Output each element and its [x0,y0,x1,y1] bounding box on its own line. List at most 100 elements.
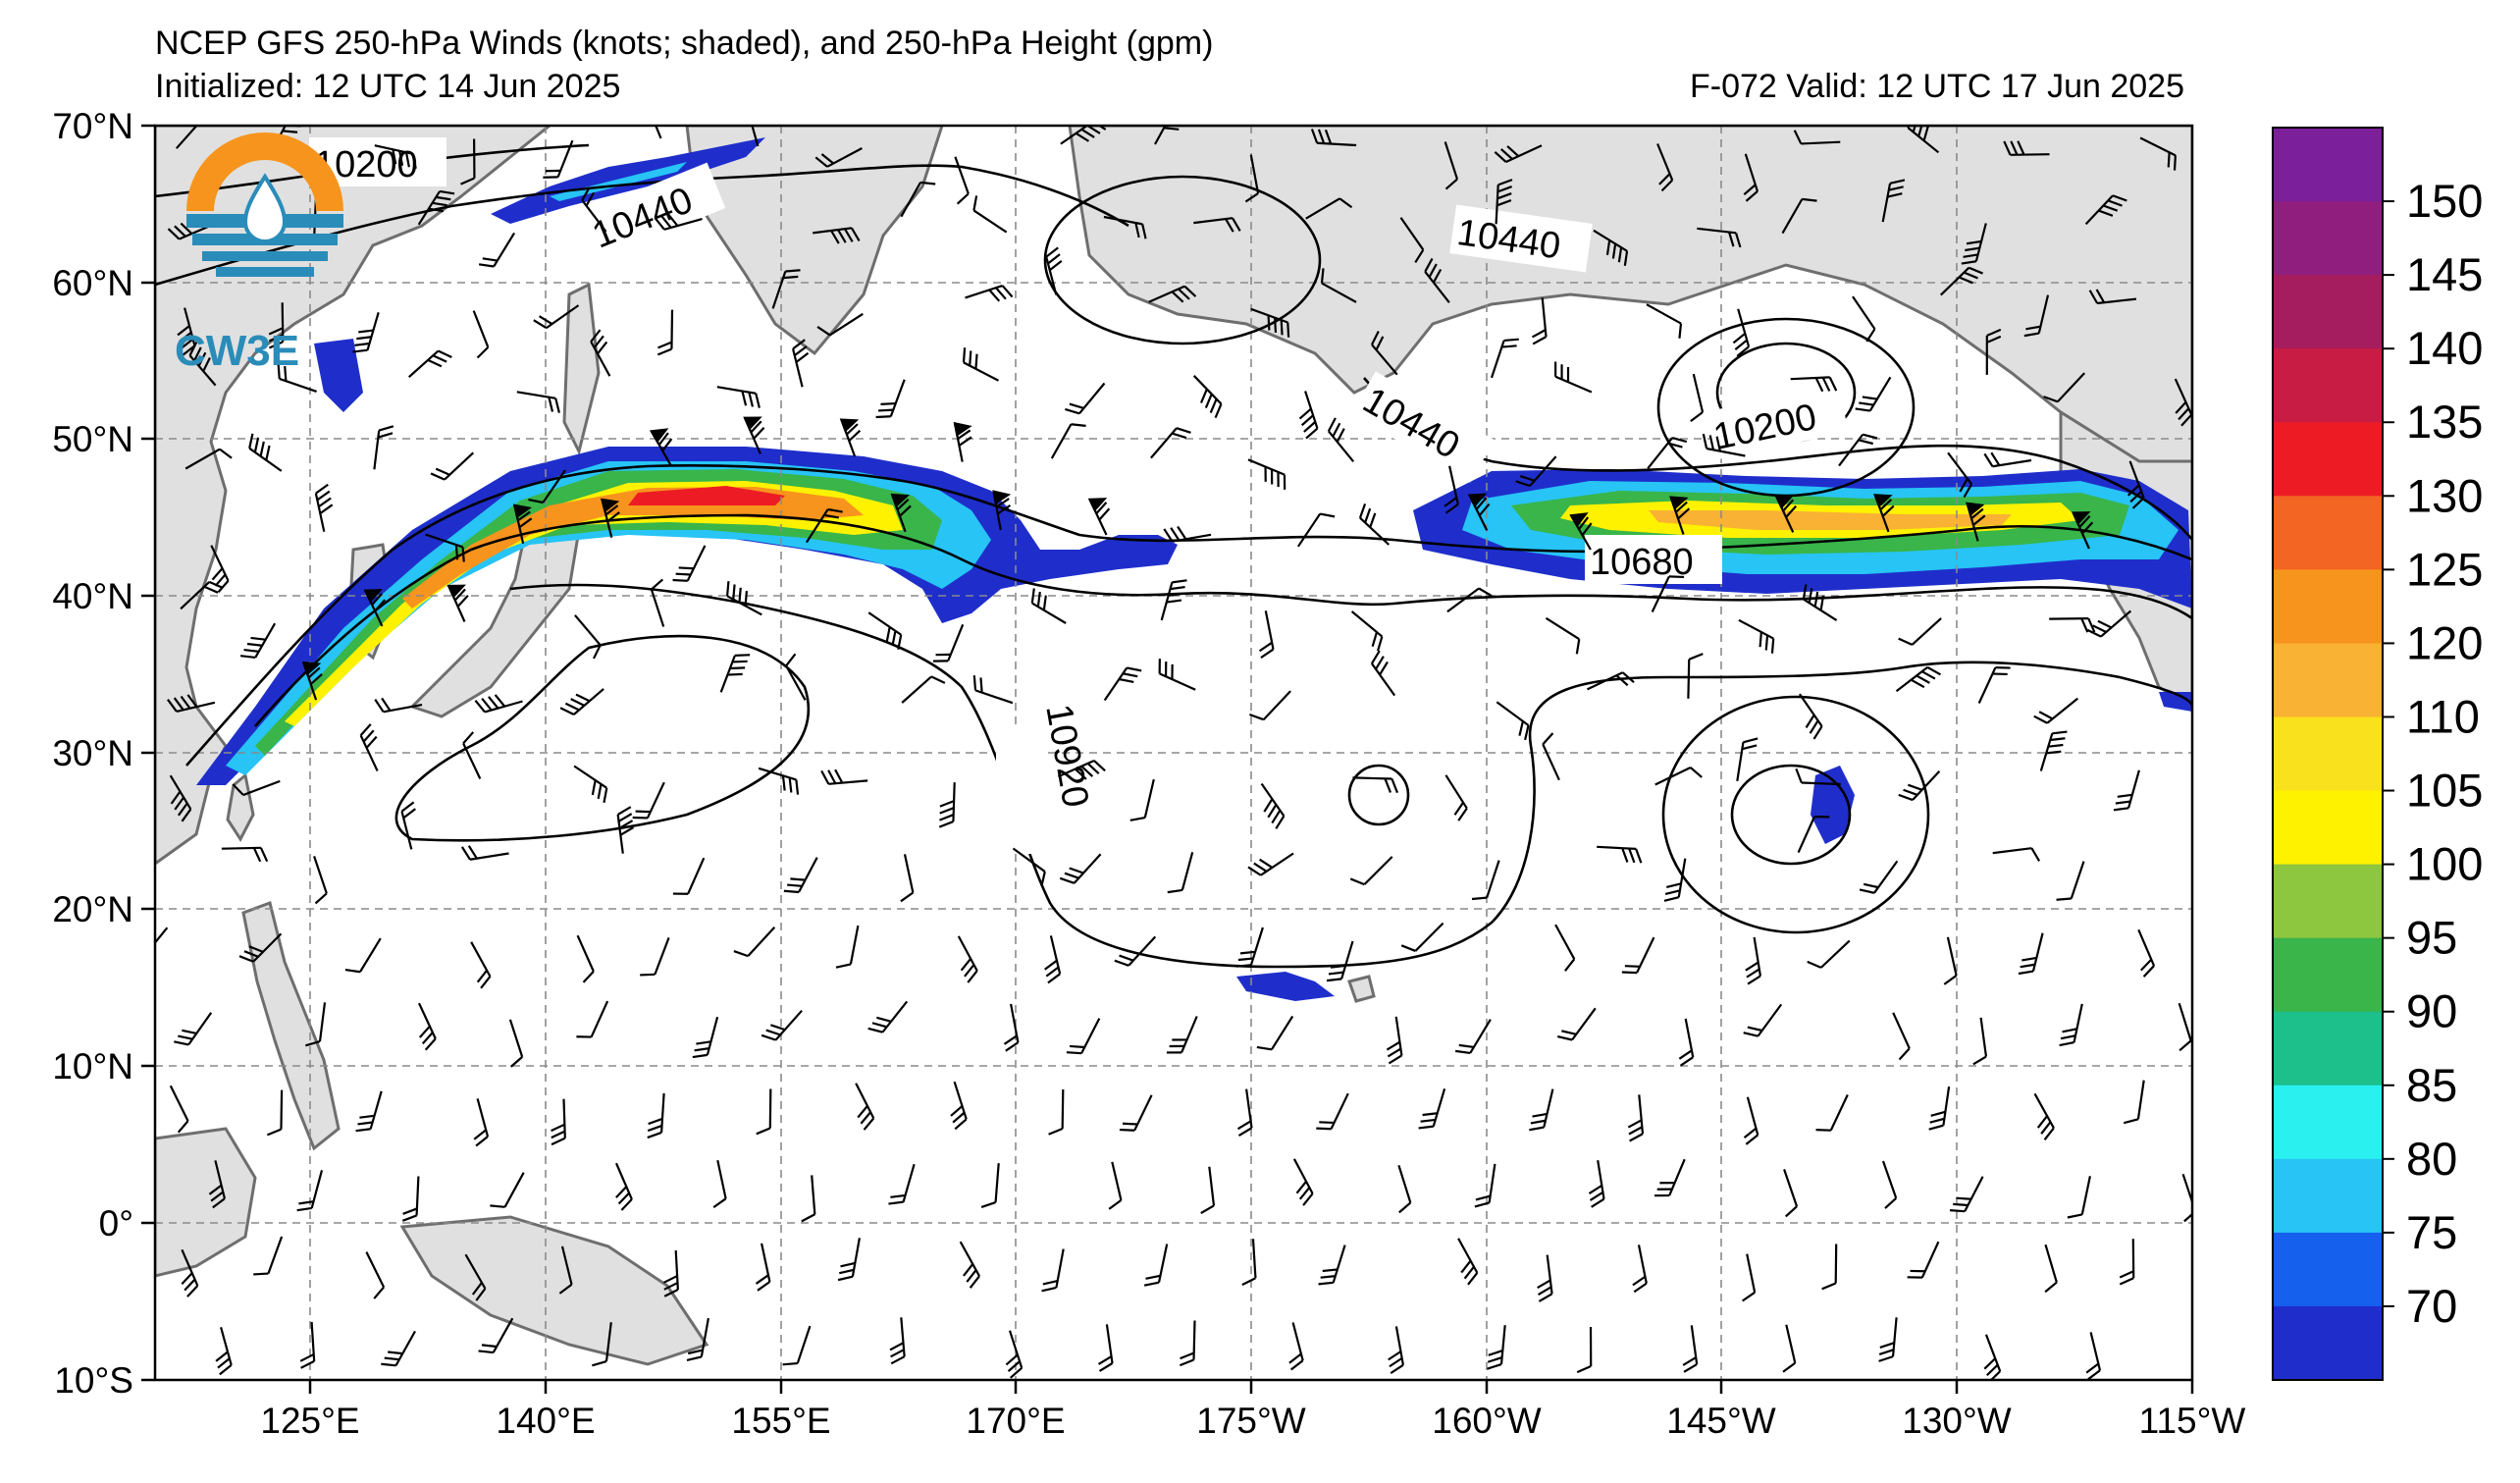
wind-barb [430,451,475,481]
wind-barb [305,1002,327,1047]
wind-barb [2056,861,2085,901]
y-tick-label: 10°S [54,1360,133,1401]
wind-barb [957,935,978,983]
wind-barb [381,1330,416,1367]
wind-barb [2181,1173,2192,1223]
wind-barb [1444,774,1468,821]
wind-barb [446,584,469,622]
wind-barb [1542,732,1560,781]
wind-barb [1097,1324,1114,1372]
wind-barb [1349,856,1393,886]
wind-barb [813,227,861,244]
wind-barb [1292,1158,1314,1206]
wind-barb [1859,860,1899,894]
wind-barb [1258,610,1275,660]
wind-barb [1012,847,1046,887]
wind-barb [1241,1239,1257,1287]
wind-barb [867,611,903,650]
colorbar-segment [2273,201,2383,276]
wind-barb [1160,579,1187,621]
wind-barb [184,448,233,470]
wind-barb [1928,1086,1951,1131]
wind-barb [1881,179,1906,223]
wind-barb [464,1253,487,1301]
wind-barb [1898,617,1942,646]
wind-barb [460,845,509,861]
wind-barb [175,126,204,149]
wind-barb [2033,1092,2055,1140]
cw3e-logo: CW3E [175,132,343,375]
wind-barb [1444,465,1459,514]
wind-barb [1654,1158,1686,1197]
wind-barb [1651,575,1685,612]
wind-barb [355,1090,383,1133]
wind-barb [1838,433,1878,467]
wind-barb [954,156,970,205]
wind-barb [1150,427,1191,459]
wind-barb [1103,215,1147,239]
wind-barb [169,774,192,822]
land-new-guinea [399,1215,709,1366]
wind-barb [239,622,277,660]
wind-barb [528,469,566,504]
wind-barb [1593,229,1629,266]
siberia-streak [314,339,363,412]
wind-barb [1966,502,1986,542]
wind-barb [155,927,169,959]
jet-west-80kt [226,461,991,775]
wind-barb [1807,939,1851,969]
wind-barb [208,1160,227,1209]
wind-barb [474,694,523,714]
x-tick-label: 130°W [1902,1401,2012,1441]
wind-barb [400,801,416,850]
wind-barb [1669,496,1691,535]
wind-barb [221,846,269,863]
wind-barb [533,304,580,330]
wind-barb [1250,307,1290,338]
wind-barb [1327,417,1355,462]
colorbar-segment [2273,569,2383,644]
wind-barb [805,507,843,544]
wind-barb [472,310,490,359]
wind-barb [1060,126,1107,145]
wind-barb [2044,1244,2058,1294]
wind-barb [352,311,380,353]
wind-barb [1424,257,1450,303]
wind-barb [801,1175,816,1223]
wind-barb [647,1092,665,1139]
jet-east-120kt [1649,510,2012,530]
wind-barb [576,934,595,983]
wind-barb [1802,584,1838,622]
wind-barb [755,1243,771,1292]
wind-barb [1495,179,1513,225]
wind-barb [1895,665,1942,693]
wind-barb [889,1317,906,1365]
x-axis: 125°E 140°E 155°E 170°E 175°W 160°W 145°… [260,1380,2245,1441]
wind-barb [932,623,965,662]
wind-barb [901,675,946,704]
wind-barb [758,767,800,795]
wind-barb [1654,766,1703,786]
subtropical-streak [1236,972,1335,1001]
wind-barb [266,1089,284,1137]
wind-barb [692,1016,719,1059]
colorbar-segment [2273,348,2383,423]
wind-barb [1129,778,1155,821]
wind-barb [1386,1016,1403,1065]
wind-barb [1370,331,1398,376]
wind-barb [1597,845,1643,864]
y-axis: 70°N 60°N 50°N 40°N 30°N 20°N 10°N 0° 10… [52,106,155,1401]
wind-barb [1537,1254,1553,1302]
wind-barb [418,1002,437,1051]
wind-barb [972,195,1008,234]
y-tick-label: 20°N [52,889,133,929]
wind-barb [574,614,602,660]
wind-barb [1855,376,1892,412]
wind-barb [1983,1334,2002,1380]
wind-barb [512,503,533,545]
wind-barb [277,363,317,393]
wind-barb [756,1088,772,1136]
wind-barb [473,1098,490,1147]
wind-barb [2067,1176,2091,1219]
wind-barb [1815,1094,1849,1132]
